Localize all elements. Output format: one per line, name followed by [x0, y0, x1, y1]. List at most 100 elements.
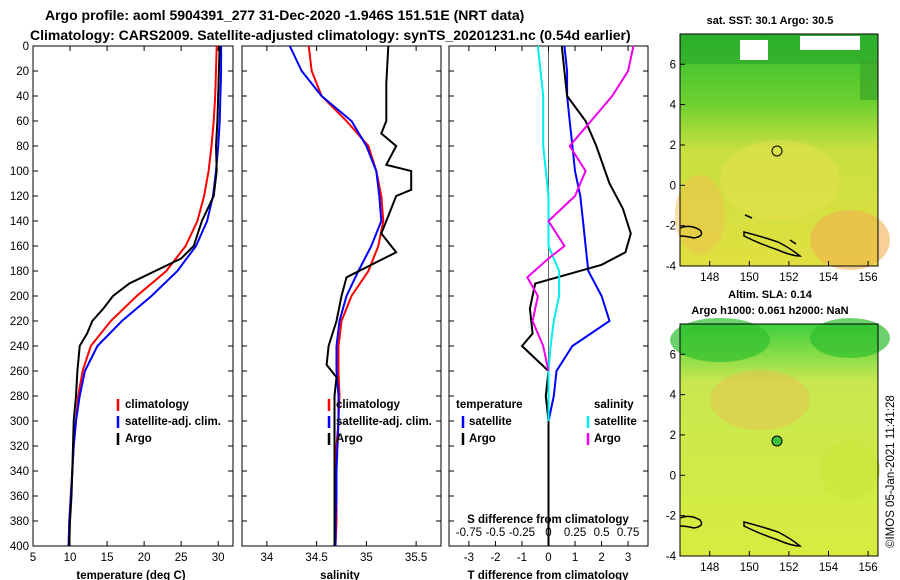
temperature-ticks: 5 10 15 20 25 3002040608010012014016018020022…: [10, 41, 233, 564]
y-tick-label: 80: [16, 141, 29, 153]
y-tick-label: 160: [10, 241, 29, 253]
y-tick-label: 280: [10, 391, 29, 403]
sst-map-panel: sat. SST: 30.1 Argo: 30.5 148 150 152 154 15…: [666, 15, 890, 284]
y-tick-label: 0: [23, 41, 29, 53]
x-tick-label: 15: [101, 552, 114, 564]
legend-salinity-title: salinity: [594, 399, 634, 411]
map-x-tick-label: 152: [779, 562, 798, 574]
salinity-legend: climatology satellite-adj. clim. Argo: [327, 399, 432, 445]
sla-map-panel: Altim. SLA: 0.14 Argo h1000: 0.061 h2000…: [666, 289, 890, 574]
map-x-tick-label: 154: [819, 272, 839, 284]
s-tick-label: 0.75: [617, 527, 639, 539]
legend-climatology-label: climatology: [336, 399, 401, 411]
map-y-tick-label: 0: [670, 180, 676, 192]
x-tick-label: 10: [64, 552, 77, 564]
map-y-tick-label: -2: [666, 221, 676, 233]
y-tick-label: 300: [10, 416, 29, 428]
x-tick-label: 20: [138, 552, 151, 564]
y-tick-label: 400: [10, 541, 29, 553]
sst-map-frame: [679, 33, 879, 267]
series-t-argo: [520, 45, 632, 546]
legend-t-argo-label: Argo: [469, 433, 496, 445]
map-y-tick-label: 6: [670, 59, 676, 71]
legend-argo-label: Argo: [336, 433, 363, 445]
difference-panel: -3 -2 -1 0 1 2 3-0.75 -0.5 -0.25 0 0.25 0.5 0.75 T d…: [448, 45, 649, 580]
sla-coastline: [679, 515, 803, 547]
y-tick-label: 380: [10, 516, 29, 528]
y-tick-label: 220: [10, 316, 29, 328]
x-tick-label: -1: [517, 552, 527, 564]
difference-xlabel: T difference from climatology: [467, 570, 629, 580]
series-s-argo: [526, 45, 635, 372]
x-tick-label: 35.5: [405, 552, 427, 564]
difference-lines: [520, 45, 635, 546]
y-tick-label: 180: [10, 266, 29, 278]
temperature-panel: 5 10 15 20 25 3002040608010012014016018020022…: [10, 41, 234, 580]
map-x-tick-label: 148: [700, 272, 719, 284]
s-tick-label: 0.25: [564, 527, 586, 539]
y-tick-label: 60: [16, 116, 29, 128]
difference-legend: temperature satellite Argo salinity sate…: [456, 399, 637, 445]
x-tick-label: 34: [260, 552, 273, 564]
s-tick-label: -0.25: [509, 527, 535, 539]
s-tick-label: -0.5: [486, 527, 506, 539]
y-tick-label: 340: [10, 466, 29, 478]
sst-argo-marker: [771, 145, 783, 157]
series-climatology: [67, 45, 218, 547]
temperature-legend: climatology satellite-adj. clim. Argo: [116, 399, 221, 445]
s-tick-label: 0.5: [594, 527, 610, 539]
credit-text: ©IMOS 05-Jan-2021 11:41:28: [885, 395, 897, 548]
y-tick-label: 20: [16, 66, 29, 78]
map-y-tick-label: 4: [670, 100, 677, 112]
x-tick-label: -3: [464, 552, 474, 564]
x-tick-label: 0: [545, 552, 551, 564]
map-y-tick-label: 6: [670, 349, 676, 361]
x-tick-label: -2: [490, 552, 500, 564]
legend-s-argo-label: Argo: [594, 433, 621, 445]
x-tick-label: 1: [572, 552, 578, 564]
map-y-tick-label: 2: [670, 140, 676, 152]
series-t-satellite: [547, 45, 611, 546]
y-tick-label: 260: [10, 366, 29, 378]
map-x-tick-label: 156: [859, 272, 878, 284]
series-satellite-adj-clim-: [67, 46, 223, 547]
title-line-2: Climatology: CARS2009. Satellite-adjuste…: [30, 27, 631, 43]
x-tick-label: 2: [598, 552, 604, 564]
map-x-tick-label: 150: [740, 272, 759, 284]
sla-map-title-2: Argo h1000: 0.061 h2000: NaN: [691, 305, 848, 317]
temperature-lines: [67, 45, 223, 547]
legend-s-satellite-label: satellite: [594, 416, 637, 428]
map-y-tick-label: 4: [670, 390, 677, 402]
legend-satellite-label: satellite-adj. clim.: [336, 416, 432, 428]
title-line-1: Argo profile: aoml 5904391_277 31-Dec-20…: [45, 7, 524, 23]
series-satellite-adj-clim-: [288, 45, 383, 546]
map-y-tick-label: -4: [666, 261, 677, 273]
legend-t-satellite-label: satellite: [469, 416, 512, 428]
sla-map-ticks: 148 150 152 154 156 -4 -2 0 2 4 6: [666, 349, 878, 574]
series-argo: [325, 45, 413, 546]
temperature-xlabel: temperature (deg C): [76, 570, 185, 580]
map-x-tick-label: 152: [779, 272, 798, 284]
y-tick-label: 320: [10, 441, 29, 453]
map-x-tick-label: 148: [700, 562, 719, 574]
salinity-panel: 34 34.5 35 35.5 salinity climatology satell…: [241, 45, 442, 580]
series-argo: [68, 45, 221, 547]
y-tick-label: 240: [10, 341, 29, 353]
sst-map-ticks: 148 150 152 154 156 -4 -2 0 2 4 6: [666, 59, 878, 284]
y-tick-label: 200: [10, 291, 29, 303]
map-x-tick-label: 150: [740, 562, 759, 574]
sst-coastline: [679, 214, 803, 257]
difference-ticks: -3 -2 -1 0 1 2 3-0.75 -0.5 -0.25 0 0.25 0.5 0.75: [449, 45, 648, 564]
map-y-tick-label: 2: [670, 430, 676, 442]
map-y-tick-label: -4: [666, 551, 677, 563]
sla-map-texture: [670, 318, 890, 500]
legend-temperature-title: temperature: [456, 399, 522, 411]
sst-map-title: sat. SST: 30.1 Argo: 30.5: [707, 15, 834, 27]
temperature-axes-frame: [32, 45, 234, 547]
y-tick-label: 140: [10, 216, 29, 228]
s-tick-label: -0.75: [456, 527, 482, 539]
sst-map-texture: [675, 34, 890, 270]
salinity-ticks: 34 34.5 35 35.5: [242, 45, 441, 564]
salinity-lines: [288, 45, 413, 547]
